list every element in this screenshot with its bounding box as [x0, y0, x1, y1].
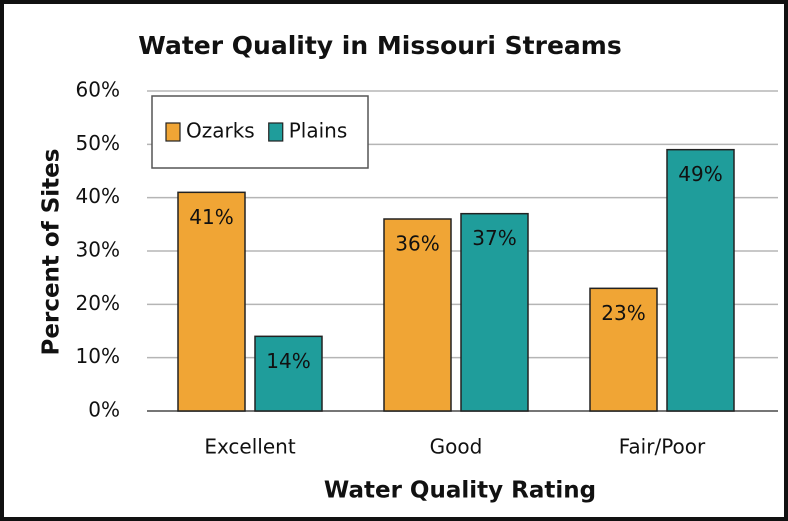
chart-title: Water Quality in Missouri Streams	[138, 31, 621, 60]
x-tick-label: Fair/Poor	[619, 435, 706, 459]
data-label: 41%	[189, 205, 233, 229]
data-label: 36%	[395, 232, 439, 256]
x-tick-label: Good	[430, 435, 483, 459]
legend: Ozarks Plains	[151, 95, 369, 169]
x-tick-label: Excellent	[204, 435, 296, 459]
bar	[666, 148, 735, 412]
legend-swatch	[165, 122, 181, 142]
data-label: 14%	[266, 349, 310, 373]
bar	[383, 218, 452, 412]
y-axis-label: Percent of Sites	[39, 149, 65, 356]
y-tick-label: 10%	[76, 344, 120, 368]
y-tick-label: 50%	[76, 131, 120, 155]
data-label: 37%	[472, 226, 516, 250]
y-tick-label: 60%	[76, 78, 120, 102]
bar	[177, 191, 246, 412]
bar	[254, 335, 323, 412]
data-label: 49%	[678, 162, 722, 186]
y-tick-label: 30%	[76, 238, 120, 262]
legend-box	[151, 95, 369, 169]
x-axis-label: Water Quality Rating	[324, 478, 596, 504]
y-tick-label: 0%	[88, 398, 120, 422]
bar	[589, 287, 658, 412]
y-tick-label: 40%	[76, 184, 120, 208]
data-label: 23%	[601, 301, 645, 325]
bar	[460, 212, 529, 412]
y-tick-label: 20%	[76, 291, 120, 315]
legend-label: Plains	[289, 119, 348, 143]
legend-swatch	[268, 122, 284, 142]
legend-label: Ozarks	[186, 119, 255, 143]
